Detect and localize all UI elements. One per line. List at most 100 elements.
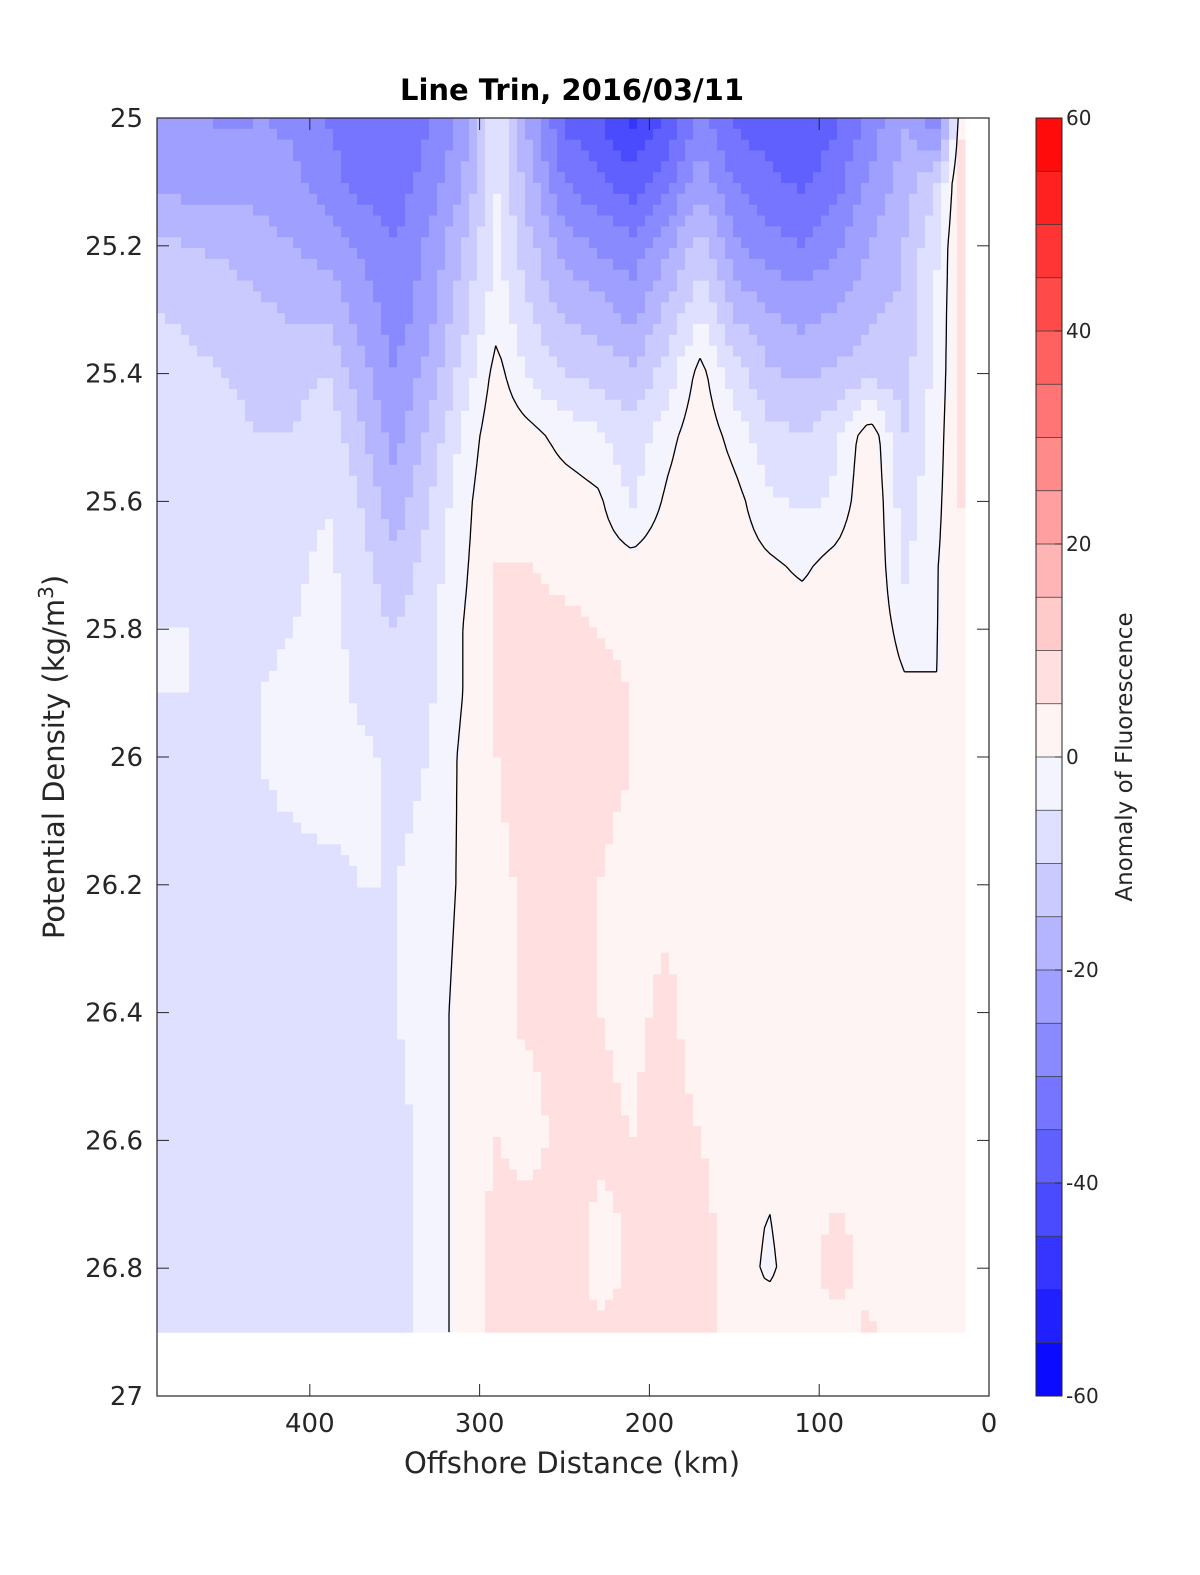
contour-cell (637, 269, 662, 282)
contour-cell (693, 118, 710, 130)
contour-cell (517, 887, 598, 900)
contour-cell (189, 660, 278, 672)
contour-cell (461, 746, 494, 759)
contour-cell (605, 865, 966, 878)
contour-cell (613, 258, 638, 271)
contour-cell (957, 172, 966, 184)
contour-cell (461, 735, 494, 748)
contour-cell (477, 454, 566, 466)
contour-cell (573, 464, 622, 477)
contour-cell (421, 150, 446, 162)
contour-cell (453, 931, 518, 943)
contour-cell (157, 519, 326, 531)
contour-cell (341, 573, 374, 585)
contour-cell (509, 150, 518, 162)
contour-cell (517, 237, 534, 249)
contour-cell (621, 790, 966, 802)
contour-cell (677, 269, 718, 282)
contour-cell (565, 118, 606, 130)
contour-cell (629, 1115, 638, 1127)
contour-cell (661, 486, 742, 499)
contour-cell (957, 269, 966, 282)
contour-cell (653, 432, 678, 444)
contour-cell (829, 258, 862, 271)
contour-cell (261, 692, 350, 704)
contour-cell (941, 529, 966, 542)
contour-cell (405, 432, 422, 444)
contour-cell (813, 226, 846, 238)
contour-cell (397, 454, 422, 466)
contour-cell (693, 172, 710, 184)
contour-cell (453, 1039, 526, 1051)
contour-cell (901, 150, 942, 162)
contour-cell (885, 486, 894, 499)
contour-cell (365, 508, 382, 520)
contour-cell (677, 172, 694, 184)
contour-cell (397, 909, 454, 921)
contour-cell (637, 475, 670, 488)
contour-cell (837, 454, 854, 466)
contour-cell (941, 475, 958, 488)
contour-cell (493, 670, 622, 683)
contour-cell (717, 139, 750, 152)
contour-cell (845, 291, 894, 303)
contour-cell (605, 389, 646, 401)
contour-cell (453, 1321, 486, 1333)
contour-cell (957, 323, 966, 336)
contour-cell (717, 1212, 766, 1225)
contour-cell (421, 790, 454, 802)
contour-cell (661, 410, 686, 423)
contour-cell (661, 508, 750, 520)
contour-cell (781, 172, 814, 184)
contour-cell (629, 746, 966, 759)
contour-cell (757, 529, 838, 542)
contour-cell (389, 432, 406, 444)
contour-cell (725, 323, 750, 336)
contour-cell (901, 237, 926, 249)
contour-cell (157, 215, 270, 227)
colorbar-level (1036, 118, 1062, 172)
contour-cell (493, 258, 502, 271)
contour-cell (157, 768, 262, 780)
contour-cell (645, 291, 670, 303)
contour-cell (349, 367, 374, 379)
contour-cell (157, 313, 166, 325)
contour-cell (381, 323, 406, 336)
colorbar-level (1036, 916, 1062, 971)
contour-cell (661, 193, 678, 206)
contour-cell (445, 540, 470, 553)
contour-cell (541, 334, 598, 347)
contour-cell (709, 1180, 966, 1192)
contour-cell (341, 226, 390, 238)
contour-cell (741, 356, 766, 368)
contour-cell (381, 508, 406, 520)
contour-cell (437, 605, 462, 618)
contour-cell (933, 378, 950, 390)
contour-cell (661, 963, 670, 975)
contour-cell (389, 345, 398, 358)
contour-cell (445, 519, 470, 531)
contour-cell (957, 475, 966, 488)
contour-cell (957, 183, 966, 195)
contour-cell (381, 421, 406, 433)
contour-cell (157, 367, 222, 379)
contour-cell (645, 248, 670, 260)
contour-cell (621, 313, 638, 325)
contour-cell (341, 432, 366, 444)
contour-cell (389, 529, 398, 542)
contour-cell (717, 183, 742, 195)
contour-cell (453, 302, 470, 314)
y-axis-label-main: Potential Density (kg/m (37, 599, 71, 939)
contour-cell (493, 725, 630, 737)
contour-cell (677, 226, 718, 238)
contour-cell (525, 128, 542, 141)
contour-cell (157, 540, 318, 553)
contour-cell (557, 161, 598, 173)
contour-cell (909, 128, 942, 141)
contour-cell (773, 161, 822, 173)
contour-cell (469, 313, 486, 325)
contour-cell (837, 529, 886, 542)
contour-cell (837, 193, 862, 206)
contour-cell (453, 1017, 518, 1030)
contour-cell (845, 421, 862, 433)
